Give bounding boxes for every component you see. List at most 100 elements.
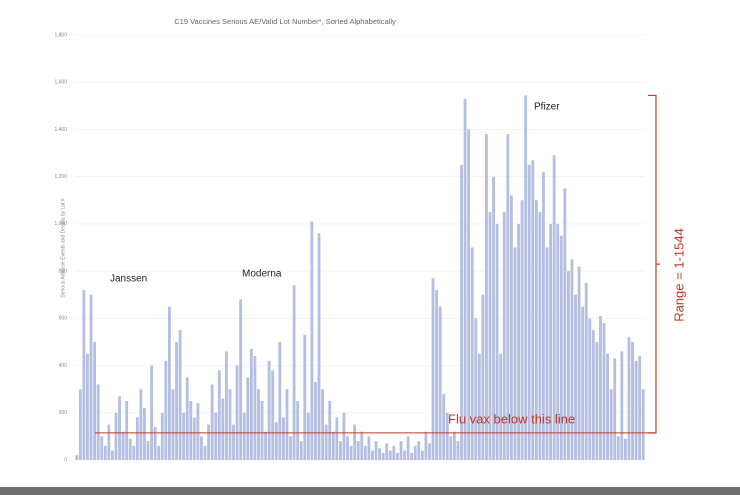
bar xyxy=(246,377,250,460)
bar xyxy=(164,360,168,460)
bar xyxy=(118,396,121,460)
bar xyxy=(424,431,428,460)
bar xyxy=(324,424,328,460)
bar xyxy=(552,155,556,460)
bar xyxy=(417,441,421,460)
bar xyxy=(310,221,314,460)
bar xyxy=(192,417,196,460)
bar xyxy=(196,403,200,460)
bar xyxy=(428,443,431,460)
bar xyxy=(378,448,382,460)
bar xyxy=(449,436,453,460)
bar xyxy=(371,450,374,460)
bar xyxy=(367,436,371,460)
bar xyxy=(257,389,260,460)
bar xyxy=(224,351,228,460)
bar xyxy=(502,212,506,460)
bar xyxy=(93,341,97,460)
annotation: Pfizer xyxy=(534,102,560,113)
bar xyxy=(381,452,385,460)
bar xyxy=(200,436,203,460)
bar xyxy=(353,424,357,460)
bar xyxy=(100,436,104,460)
bar xyxy=(331,431,335,460)
annotation: Moderna xyxy=(242,269,282,280)
bar xyxy=(335,417,339,460)
bar xyxy=(431,278,435,460)
bar xyxy=(360,431,364,460)
bar xyxy=(574,294,577,460)
bar xyxy=(207,424,211,460)
bar xyxy=(591,330,595,460)
bar xyxy=(89,294,93,460)
bar xyxy=(363,445,367,460)
bar xyxy=(175,341,178,460)
bar xyxy=(581,306,585,460)
bar xyxy=(271,370,275,460)
bar xyxy=(235,365,239,460)
bar xyxy=(278,341,282,460)
bar xyxy=(232,424,235,460)
bar xyxy=(435,290,439,460)
bar xyxy=(467,129,471,460)
bar xyxy=(388,450,392,460)
taskbar xyxy=(0,487,740,495)
bar xyxy=(506,134,510,460)
bar xyxy=(78,389,82,460)
bar xyxy=(296,400,300,460)
y-tick-label: 200 xyxy=(59,410,68,416)
bar xyxy=(513,247,517,460)
chart-title: C19 Vaccines Serious AE/Valid Lot Number… xyxy=(174,17,396,26)
bar xyxy=(346,436,349,460)
bar xyxy=(613,358,617,460)
bar xyxy=(531,160,535,460)
bar xyxy=(210,384,214,460)
bar xyxy=(406,436,410,460)
bar xyxy=(627,337,631,460)
y-tick-label: 800 xyxy=(59,268,68,274)
bar xyxy=(139,389,143,460)
bar xyxy=(125,400,129,460)
bar xyxy=(577,266,581,460)
bar xyxy=(534,200,538,460)
bar xyxy=(86,353,89,460)
bar xyxy=(563,188,567,460)
bar xyxy=(289,436,292,460)
bar xyxy=(292,285,296,460)
bar xyxy=(228,389,232,460)
bar xyxy=(527,164,531,460)
bar xyxy=(395,452,399,460)
bar xyxy=(217,370,221,460)
bar xyxy=(477,353,481,460)
bar xyxy=(146,441,150,460)
bar xyxy=(488,212,492,460)
bar xyxy=(185,377,189,460)
bar xyxy=(495,223,499,460)
bar xyxy=(157,445,161,460)
bar xyxy=(413,445,417,460)
bar xyxy=(392,445,396,460)
annotation: Range = 1-1544 xyxy=(671,228,686,322)
bar xyxy=(267,360,271,460)
y-tick-label: 0 xyxy=(64,457,67,463)
y-tick-label: 1,400 xyxy=(54,127,67,133)
bar xyxy=(96,384,100,460)
bar xyxy=(634,360,638,460)
bar xyxy=(285,389,289,460)
bar xyxy=(171,389,175,460)
bar xyxy=(128,438,132,460)
bar xyxy=(253,356,257,460)
bar xyxy=(524,95,528,460)
bar xyxy=(623,438,627,460)
bar xyxy=(328,400,332,460)
bar xyxy=(474,318,478,460)
bar xyxy=(82,290,86,460)
bar xyxy=(638,356,642,460)
bar xyxy=(214,412,218,460)
bar xyxy=(463,98,467,460)
bar xyxy=(559,235,563,460)
bar xyxy=(420,450,424,460)
bar xyxy=(150,365,154,460)
range-bracket xyxy=(648,94,660,434)
